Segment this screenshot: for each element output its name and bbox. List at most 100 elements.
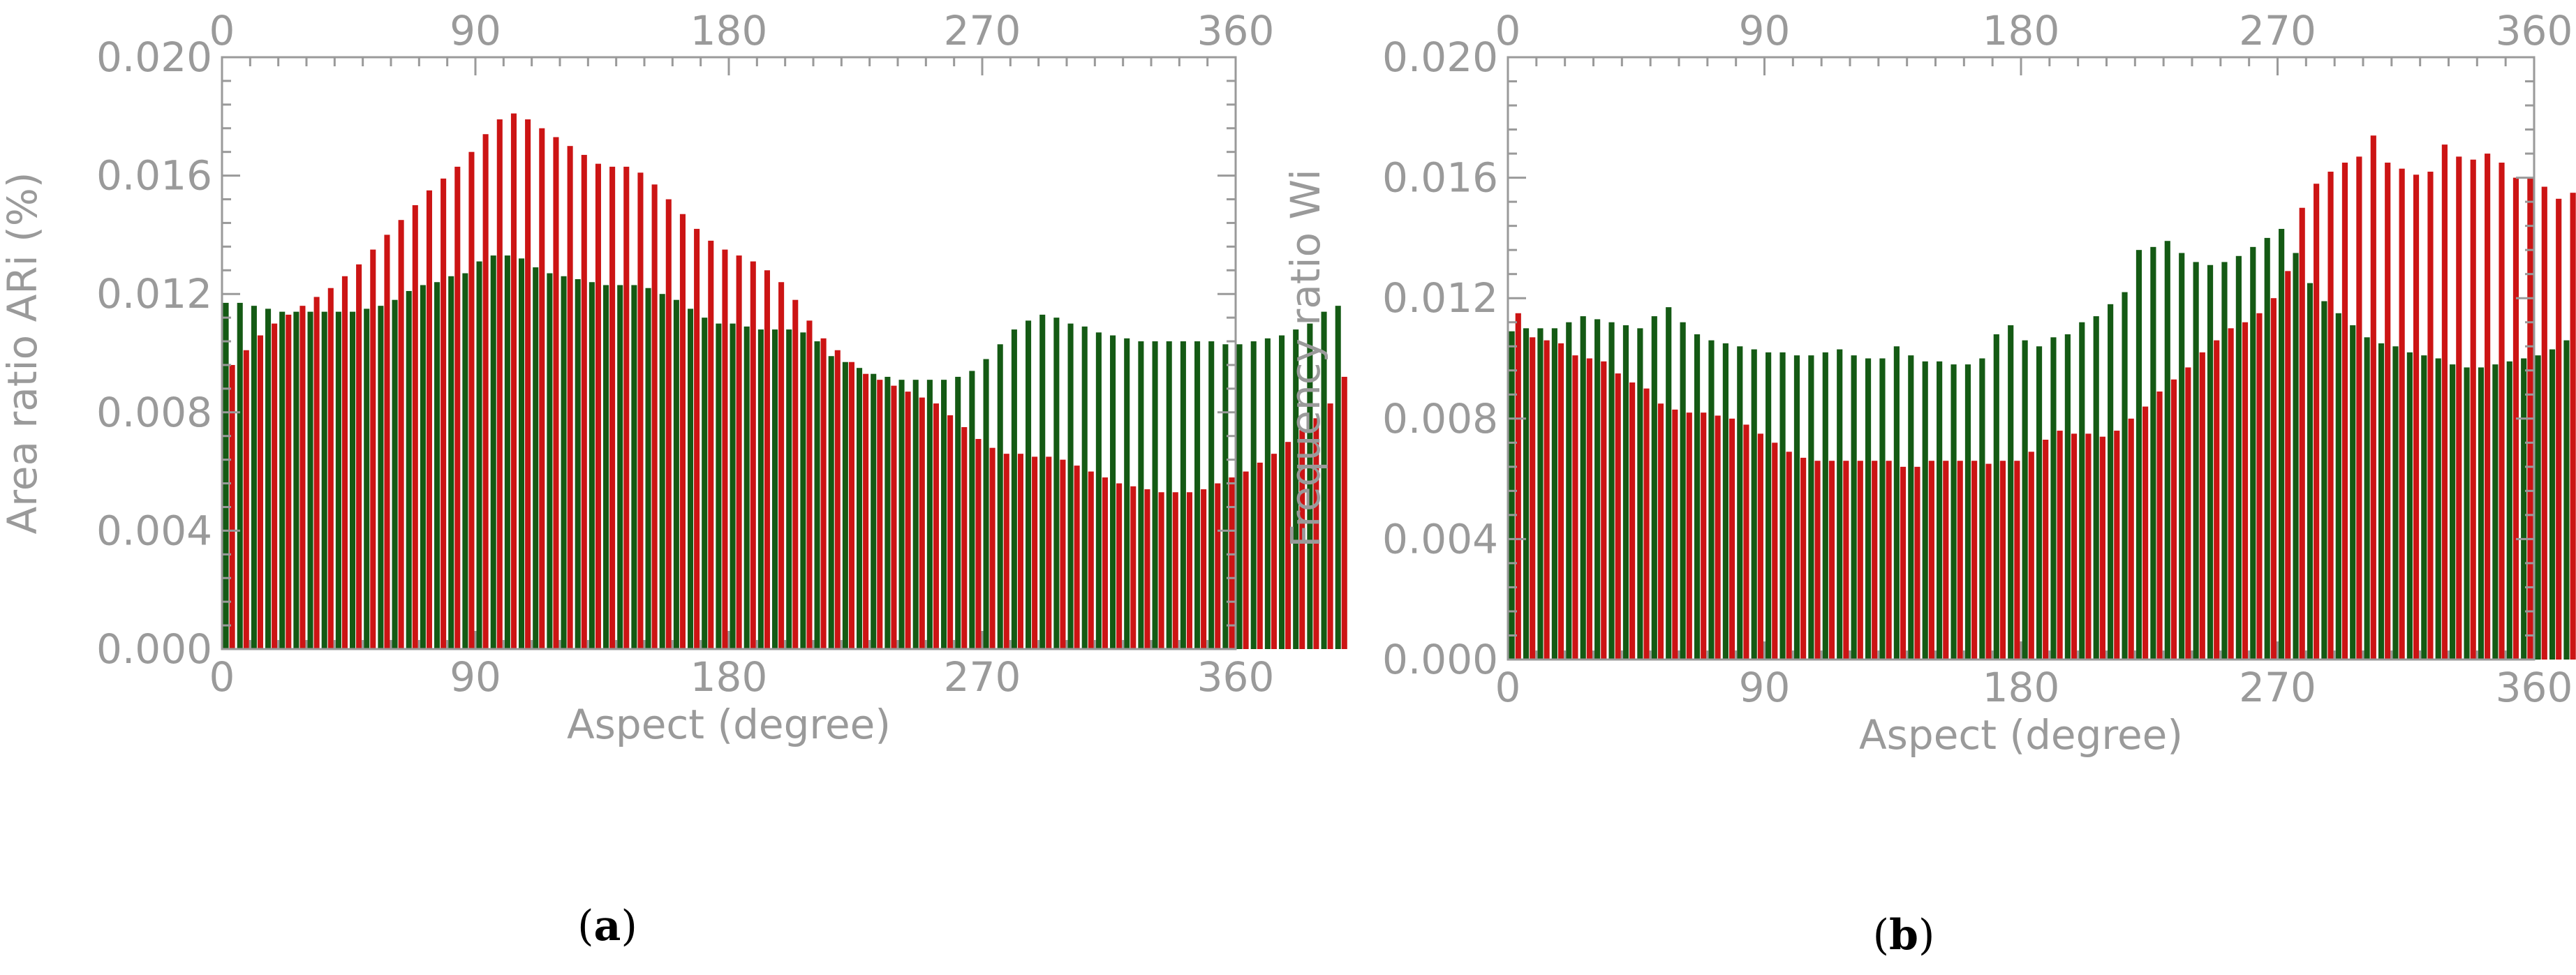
panel-a-green-bar — [730, 323, 736, 649]
panel-a-red-bar — [694, 228, 700, 649]
panel-b-green-bar — [1566, 322, 1572, 660]
panel-b-green-bar — [1979, 358, 1985, 660]
panel-b-red-bar — [1900, 466, 1907, 660]
panel-b-red-bar — [1672, 409, 1678, 660]
panel-b-red-bar — [2057, 431, 2063, 660]
panel-a-red-bar — [1172, 492, 1178, 649]
panel-a-red-bar — [623, 166, 630, 649]
panel-b-green-bar — [1622, 325, 1629, 660]
panel-a-red-bar — [1060, 459, 1066, 649]
panel-a-red-bar — [525, 119, 531, 650]
panel-a-xtick-label-bottom: 0 — [209, 653, 235, 701]
panel-a-green-bar — [547, 273, 553, 649]
panel-b-green-bar — [1808, 355, 1814, 660]
panel-b-red-bar — [2385, 163, 2391, 660]
panel-a-green-bar — [392, 299, 398, 649]
panel-b-red-bar — [1999, 461, 2006, 660]
panel-b-open-paren: ( — [1873, 911, 1889, 960]
panel-b-green-bar — [1766, 352, 1772, 660]
panel-a-red-bar — [257, 335, 263, 649]
panel-a-red-bar — [567, 146, 573, 649]
panel-a-red-bar — [1003, 454, 1009, 649]
panel-a-red-bar — [1285, 442, 1291, 649]
panel-b-xtick-label-bottom: 270 — [2239, 664, 2316, 711]
panel-a-ytick-label: 0.000 — [96, 625, 212, 673]
panel-b-red-bar — [1828, 461, 1835, 660]
panel-a-red-bar — [933, 403, 939, 649]
panel-a-green-bar — [378, 306, 384, 649]
panel-a-green-bar — [1138, 341, 1144, 649]
panel-a-red-bar — [1032, 456, 1038, 649]
panel-b-green-bar — [2164, 241, 2170, 660]
panel-b-red-bar — [2285, 271, 2291, 660]
panel-a-green-bar — [926, 380, 933, 649]
panel-b-green-bar — [1551, 328, 1557, 660]
panel-b-xtick-label-top: 0 — [1495, 7, 1521, 54]
panel-a-green-bar — [800, 332, 806, 649]
panel-a-red-bar — [919, 397, 925, 649]
panel-a-green-bar — [1067, 323, 1074, 649]
panel-a-red-bar — [863, 373, 869, 649]
panel-b-green-bar — [1779, 352, 1786, 660]
panel-b-red-bar — [2314, 184, 2320, 660]
panel-a-green-bar — [1081, 326, 1088, 649]
panel-b-red-bar — [2556, 198, 2562, 660]
panel-a-green-bar — [476, 261, 482, 649]
panel-a-xtick-label-top: 0 — [209, 7, 235, 54]
panel-b-green-bar — [2450, 364, 2456, 660]
panel-b-red-bar — [1629, 382, 1636, 660]
panel-b-xtick-label-bottom: 360 — [2496, 664, 2573, 711]
panel-a-green-bar — [828, 356, 834, 649]
panel-b-green-bar — [2492, 364, 2499, 660]
panel-b-green-bar — [1922, 361, 1928, 660]
panel-a-green-bar — [969, 371, 975, 649]
panel-a-red-bar — [834, 350, 841, 649]
panel-a-green-bar — [912, 380, 919, 649]
panel-b-red-bar — [2071, 433, 2078, 660]
panel-b-ytick-label: 0.016 — [1382, 154, 1498, 202]
panel-a-green-bar — [293, 311, 299, 649]
panel-a-red-bar — [1313, 418, 1319, 649]
panel-a-red-bar — [947, 415, 954, 649]
panel-a-red-bar — [708, 240, 714, 649]
panel-b-green-bar — [2122, 292, 2128, 660]
panel-b-green-bar — [1509, 331, 1515, 660]
panel-b-close-paren: ) — [1918, 911, 1934, 960]
panel-b-green-bar — [1908, 355, 1914, 660]
panel-b-red-bar — [2170, 379, 2177, 660]
panel-b-red-bar — [1572, 355, 1578, 660]
panel-a-green-bar — [1166, 341, 1172, 649]
panel-a-xtick-label-bottom: 270 — [944, 653, 1021, 701]
panel-b-red-bar — [1586, 358, 1592, 660]
panel-b-green-bar — [2421, 355, 2427, 660]
panel-b-red-bar — [2427, 171, 2434, 660]
panel-a-green-bar — [1222, 344, 1229, 649]
panel-b-green-bar — [2179, 253, 2185, 660]
panel-b-red-bar — [2512, 177, 2519, 660]
panel-b-red-bar — [2341, 163, 2348, 660]
panel-a-green-bar — [814, 341, 820, 649]
panel-a-green-bar — [1307, 323, 1313, 649]
panel-b-green-bar — [1651, 316, 1657, 660]
panel-b-green-bar — [2535, 355, 2541, 660]
panel-b-green-bar — [1893, 346, 1900, 660]
panel-a-red-bar — [384, 235, 390, 649]
panel-a-red-bar — [1088, 471, 1094, 649]
panel-b-red-bar — [1743, 424, 1749, 660]
panel-b-green-bar — [2221, 262, 2228, 660]
panel-a-red-bar — [989, 447, 995, 649]
panel-a-green-bar — [884, 376, 891, 649]
panel-b-red-bar — [1872, 461, 1878, 660]
panel-a-ytick-label: 0.008 — [96, 389, 212, 436]
panel-b-red-bar — [2185, 367, 2191, 660]
panel-b-chart: 0.0000.0040.0080.0120.0160.0200090901801… — [1282, 7, 2576, 759]
panel-b-green-bar — [1580, 316, 1586, 660]
panel-b-xaxis-title: Aspect (degree) — [1859, 711, 2183, 759]
panel-b-green-bar — [2036, 346, 2043, 660]
panel-b-green-bar — [1722, 343, 1729, 660]
panel-a-green-bar — [448, 276, 454, 649]
panel-a-red-bar — [441, 178, 447, 650]
panel-b-green-bar — [2264, 237, 2270, 660]
panel-b-red-bar — [1515, 313, 1521, 660]
